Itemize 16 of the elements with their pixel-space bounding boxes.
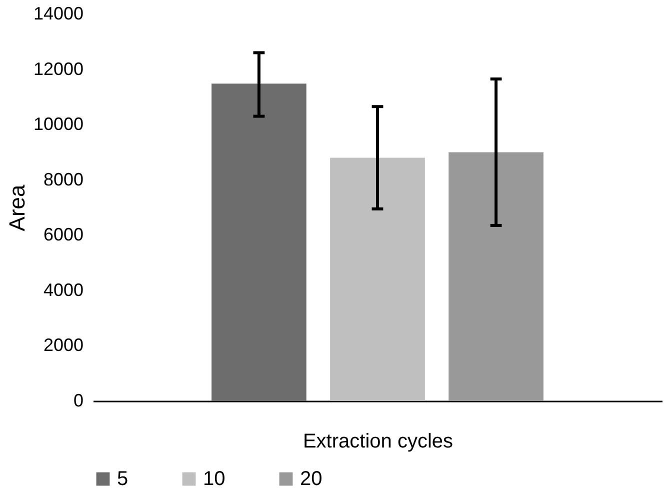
- y-axis-title: Area: [4, 184, 30, 232]
- bar: [212, 84, 306, 401]
- y-tick-label: 14000: [33, 4, 84, 24]
- bar: [448, 152, 544, 401]
- y-tick-label: 2000: [43, 335, 84, 356]
- y-tick-label: 10000: [33, 114, 84, 134]
- legend-label: 5: [117, 468, 128, 490]
- legend-label: 10: [203, 468, 226, 490]
- x-axis-title: Extraction cycles: [302, 430, 454, 452]
- y-tick-label: 12000: [33, 58, 84, 79]
- y-tick-label: 4000: [43, 280, 84, 300]
- y-tick-label: 6000: [43, 224, 84, 245]
- y-tick-label: 0: [73, 390, 84, 410]
- legend-label: 20: [300, 468, 322, 490]
- bar: [330, 158, 425, 401]
- y-tick-label: 8000: [43, 169, 84, 190]
